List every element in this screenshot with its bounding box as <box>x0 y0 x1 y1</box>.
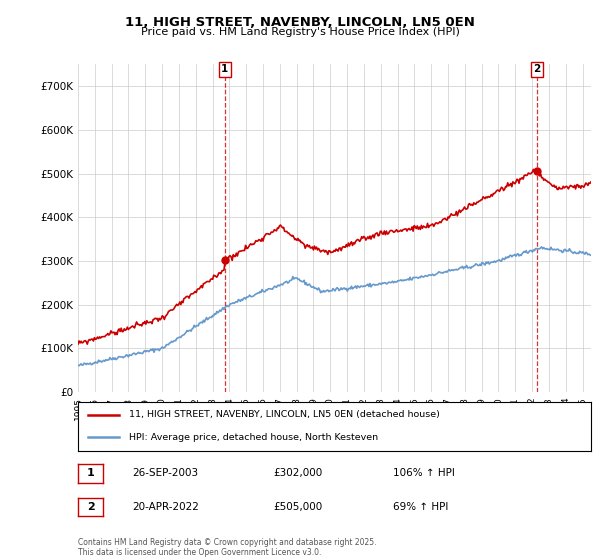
Text: 106% ↑ HPI: 106% ↑ HPI <box>393 468 455 478</box>
Text: 11, HIGH STREET, NAVENBY, LINCOLN, LN5 0EN (detached house): 11, HIGH STREET, NAVENBY, LINCOLN, LN5 0… <box>130 410 440 419</box>
Text: 2: 2 <box>533 64 541 74</box>
Text: 26-SEP-2003: 26-SEP-2003 <box>132 468 198 478</box>
Text: 69% ↑ HPI: 69% ↑ HPI <box>393 502 448 512</box>
Text: £302,000: £302,000 <box>273 468 322 478</box>
Text: 1: 1 <box>221 64 229 74</box>
Text: 1: 1 <box>87 469 94 478</box>
Text: Price paid vs. HM Land Registry's House Price Index (HPI): Price paid vs. HM Land Registry's House … <box>140 27 460 37</box>
Text: Contains HM Land Registry data © Crown copyright and database right 2025.
This d: Contains HM Land Registry data © Crown c… <box>78 538 377 557</box>
Text: 11, HIGH STREET, NAVENBY, LINCOLN, LN5 0EN: 11, HIGH STREET, NAVENBY, LINCOLN, LN5 0… <box>125 16 475 29</box>
Text: HPI: Average price, detached house, North Kesteven: HPI: Average price, detached house, Nort… <box>130 433 379 442</box>
Text: 2: 2 <box>87 502 94 512</box>
Text: £505,000: £505,000 <box>273 502 322 512</box>
Text: 20-APR-2022: 20-APR-2022 <box>132 502 199 512</box>
